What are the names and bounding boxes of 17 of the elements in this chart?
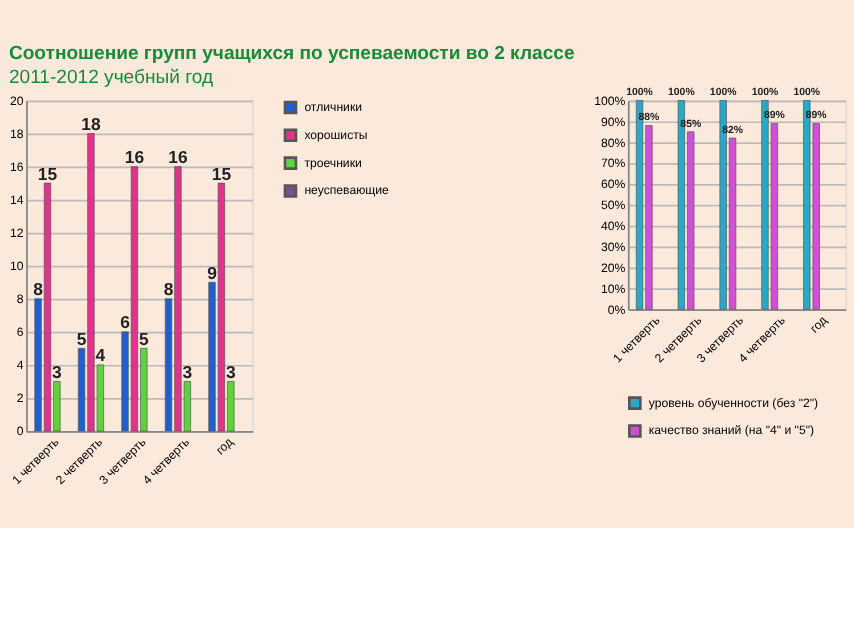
data-label: 5 [139,328,149,349]
data-label: 4 [95,345,106,366]
data-label: 3 [182,361,193,382]
data-label: 5 [76,328,87,349]
data-label: 3 [225,361,236,382]
data-label: 15 [37,163,58,184]
data-label: 16 [124,147,145,168]
data-label: 6 [120,312,131,333]
data-label: 3 [52,361,63,382]
chart-title: Соотношение групп учащихся по успеваемости во 2 классе [8,42,575,65]
data-label: 15 [211,163,232,184]
data-label: 9 [207,262,218,283]
chart-subtitle: 2011-2012 учебный год [8,67,214,90]
data-label: 8 [33,279,44,300]
data-label: 16 [168,147,188,168]
data-label: 18 [81,114,101,135]
data-label: 8 [163,279,174,300]
